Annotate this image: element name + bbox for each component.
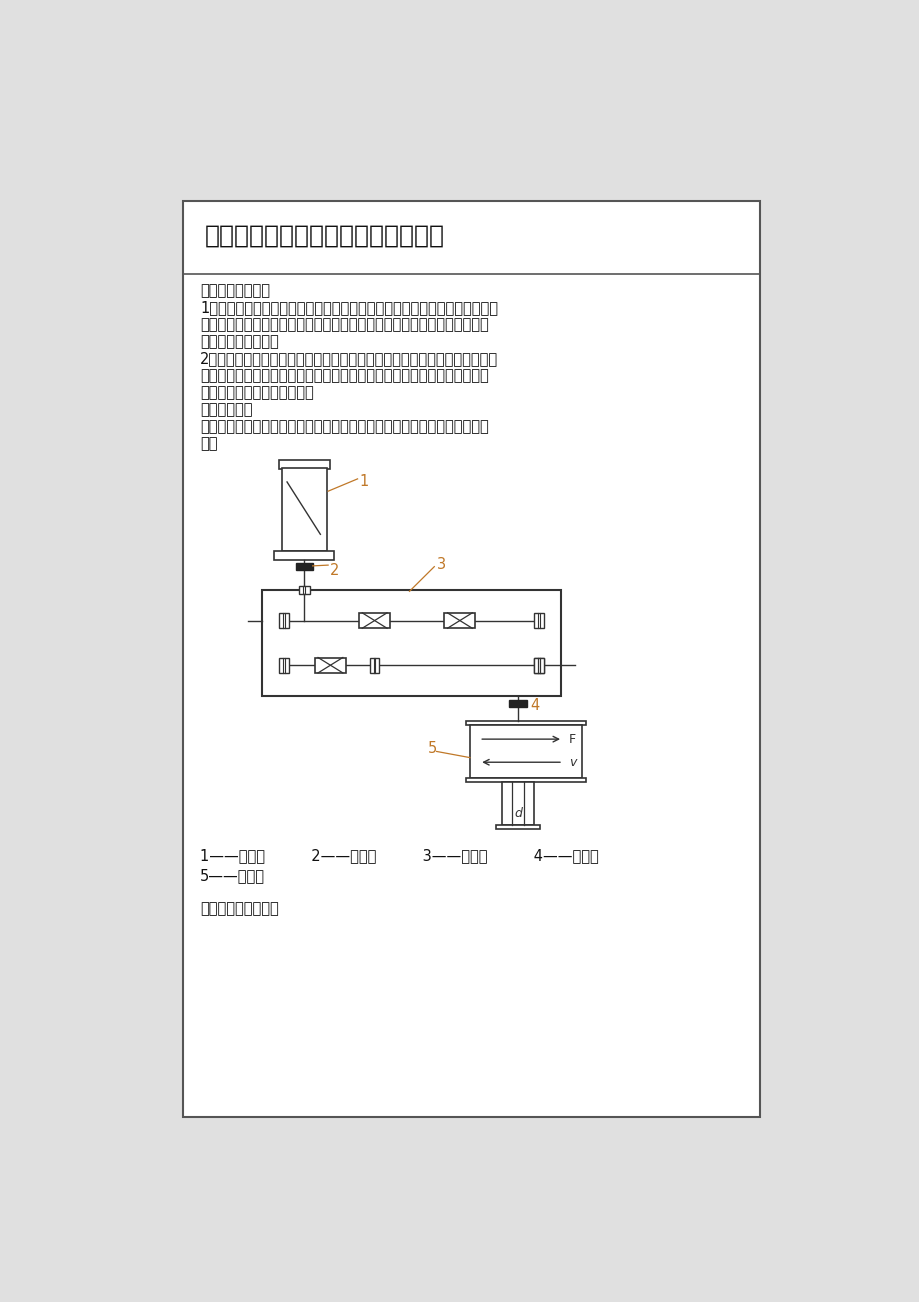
Text: 示：: 示： xyxy=(200,436,218,450)
Text: （二）题目：: （二）题目： xyxy=(200,402,253,417)
Text: 3: 3 xyxy=(437,557,446,573)
Text: 2: 2 xyxy=(329,562,339,578)
Bar xyxy=(274,551,334,560)
Bar xyxy=(295,562,312,570)
Text: v: v xyxy=(569,755,576,768)
Bar xyxy=(501,783,534,824)
Text: 5: 5 xyxy=(426,741,437,756)
Bar xyxy=(470,725,582,777)
Text: d: d xyxy=(514,807,521,820)
Bar xyxy=(534,613,543,629)
Bar xyxy=(369,658,379,673)
Bar xyxy=(466,777,585,783)
Text: 题目：设计带式运输机传动装置的二级展开式斜齿圆柱齿轮减速器，如图所: 题目：设计带式运输机传动装置的二级展开式斜齿圆柱齿轮减速器，如图所 xyxy=(200,419,489,434)
Bar xyxy=(509,700,526,707)
Bar xyxy=(495,824,539,829)
Bar xyxy=(281,469,326,551)
Text: 巩固、深化和发展。: 巩固、深化和发展。 xyxy=(200,335,278,349)
Text: 一、设计任务书及其传动方案的拟定: 一、设计任务书及其传动方案的拟定 xyxy=(205,224,445,247)
Bar xyxy=(262,590,560,697)
Text: 料和手册，熟悉标准和规范。: 料和手册，熟悉标准和规范。 xyxy=(200,385,313,400)
Text: F: F xyxy=(569,733,575,746)
Bar xyxy=(183,201,759,1117)
Text: 2、学习机械设计的一般方法。通过设计培养正确的设计思想和分析问题、解: 2、学习机械设计的一般方法。通过设计培养正确的设计思想和分析问题、解 xyxy=(200,352,498,366)
Bar xyxy=(466,720,585,725)
Text: 论和生产实际知识去分析和解决机械设计问题，并使所学知识得到进一步地: 论和生产实际知识去分析和解决机械设计问题，并使所学知识得到进一步地 xyxy=(200,318,489,332)
Bar xyxy=(299,586,309,595)
Text: 设计基础数据如下：: 设计基础数据如下： xyxy=(200,901,278,917)
Bar xyxy=(534,658,543,673)
Text: 决问题的能力。进行机械设计基本技能的训练，如计算、绘图、查阅设计资: 决问题的能力。进行机械设计基本技能的训练，如计算、绘图、查阅设计资 xyxy=(200,368,489,383)
Text: 1——电动机          2——联轴器          3——减速器          4——联轴器: 1——电动机 2——联轴器 3——减速器 4——联轴器 xyxy=(200,848,598,863)
Text: 1、通过机械设计课程设计，综合运用机械设计课程和其它有关选修课程的理: 1、通过机械设计课程设计，综合运用机械设计课程和其它有关选修课程的理 xyxy=(200,301,498,315)
Text: 5——输送带: 5——输送带 xyxy=(200,867,265,883)
Bar xyxy=(358,613,390,629)
Text: 1: 1 xyxy=(358,474,368,490)
Bar xyxy=(279,658,289,673)
Text: 4: 4 xyxy=(530,698,539,712)
Bar xyxy=(278,461,329,469)
Bar xyxy=(534,658,543,673)
Text: （一）课程目的：: （一）课程目的： xyxy=(200,284,270,298)
Bar xyxy=(314,658,346,673)
Bar xyxy=(444,613,475,629)
Bar xyxy=(279,613,289,629)
